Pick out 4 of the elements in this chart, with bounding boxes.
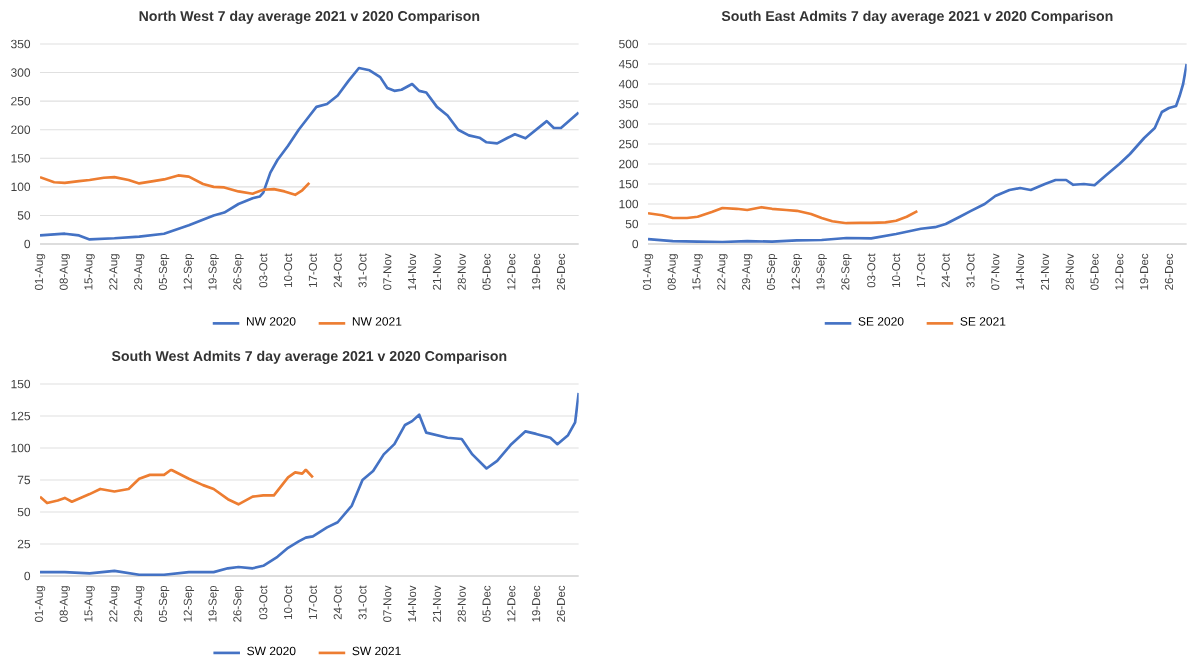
line-series	[40, 468, 315, 506]
line-series	[648, 62, 1187, 244]
line-series	[40, 174, 311, 197]
line-series	[648, 205, 919, 225]
